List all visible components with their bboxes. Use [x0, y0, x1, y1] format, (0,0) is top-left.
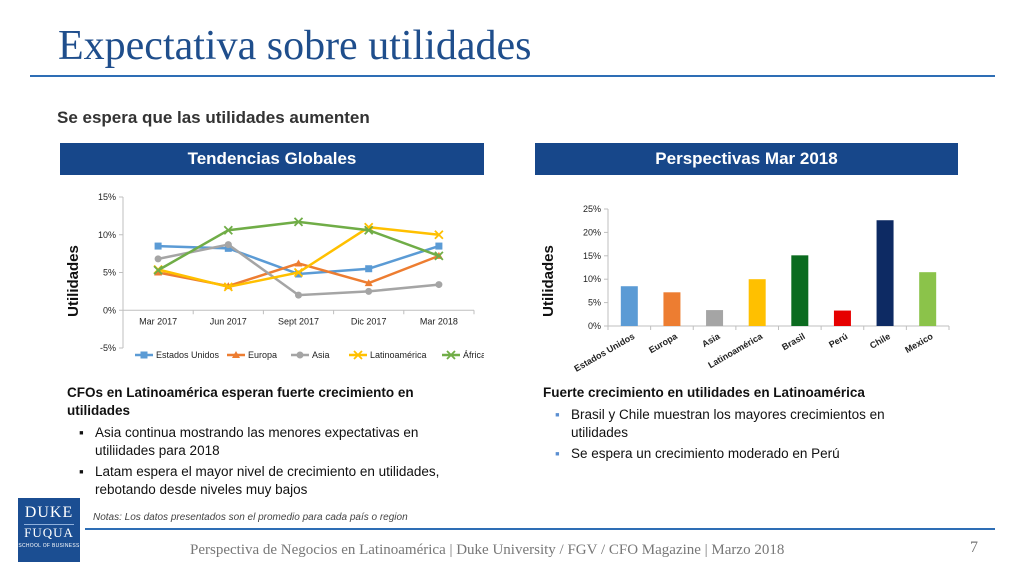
y-tick-label: 25%	[583, 204, 601, 214]
legend-label: Estados Unidos	[156, 350, 220, 360]
left-bullet: Asia continua mostrando las menores expe…	[79, 424, 467, 460]
bar	[833, 310, 851, 326]
x-tick-label: Mar 2017	[139, 316, 177, 326]
data-point	[154, 242, 162, 250]
data-point	[364, 225, 374, 235]
data-point	[223, 282, 233, 292]
bar	[748, 279, 766, 326]
y-tick-label: 10%	[583, 274, 601, 284]
x-tick-label: Dic 2017	[351, 316, 387, 326]
series-line	[157, 225, 440, 289]
x-tick-label: Sept 2017	[278, 316, 319, 326]
data-point	[295, 291, 302, 299]
y-tick-label: 10%	[98, 230, 116, 240]
right-bullet: Brasil y Chile muestran los mayores crec…	[555, 406, 943, 442]
y-tick-label: -5%	[100, 343, 116, 353]
data-point	[154, 268, 163, 276]
data-point	[154, 255, 162, 263]
left-commentary: CFOs en Latinoamérica esperan fuerte cre…	[67, 384, 467, 502]
data-point	[224, 244, 232, 252]
y-axis-label: Utilidades	[65, 245, 82, 317]
legend-label: Europa	[248, 350, 277, 360]
y-tick-label: 15%	[98, 192, 116, 202]
y-tick-label: 5%	[103, 268, 116, 278]
data-point	[293, 217, 304, 227]
bar-chart-outlook: Utilidades 25% 20% 15% 10% 5% 0%Estados Unidos…	[540, 204, 950, 374]
logo-line-fuqua: FUQUA	[24, 524, 74, 540]
x-tick-label: Europa	[647, 331, 680, 356]
bar	[791, 255, 809, 326]
legend-label: Asia	[312, 350, 330, 360]
legend-marker	[353, 350, 363, 360]
bar	[706, 310, 724, 326]
footer-text: Perspectiva de Negocios en Latinoamérica…	[190, 542, 785, 558]
legend-marker	[140, 351, 148, 359]
legend-label: África	[463, 350, 484, 360]
data-point	[364, 279, 373, 287]
x-tick-label: Jun 2017	[210, 316, 247, 326]
data-point	[434, 251, 444, 261]
right-commentary: Fuerte crecimiento en utilidades en Lati…	[543, 384, 943, 466]
data-point	[223, 225, 233, 235]
data-point	[365, 287, 373, 295]
legend-label: Latinoamérica	[370, 350, 427, 360]
data-point	[153, 265, 163, 275]
data-point	[435, 242, 443, 250]
x-tick-label: Chile	[868, 331, 892, 351]
legend-marker	[446, 350, 456, 360]
data-point	[435, 281, 443, 289]
legend-marker	[232, 351, 240, 358]
data-point	[295, 270, 302, 278]
data-point	[434, 230, 444, 240]
y-tick-label: 15%	[583, 251, 601, 261]
right-commentary-heading: Fuerte crecimiento en utilidades en Lati…	[543, 385, 865, 400]
x-tick-label: Mar 2018	[420, 316, 458, 326]
data-point	[224, 241, 232, 249]
line-chart-global-trends: Utilidades 15% 10% 5% 0% -5% Mar 2017 Jun 2017 S…	[65, 192, 484, 360]
data-point	[365, 265, 373, 273]
y-tick-label: 5%	[588, 298, 601, 308]
right-bullet: Se espera un crecimiento moderado en Per…	[555, 445, 943, 463]
data-point	[294, 259, 303, 267]
left-commentary-heading: CFOs en Latinoamérica esperan fuerte cre…	[67, 385, 414, 418]
bar	[663, 292, 681, 326]
legend-marker	[296, 351, 304, 359]
bar	[876, 220, 894, 326]
left-bullet-list: Asia continua mostrando las menores expe…	[67, 424, 467, 499]
bar	[919, 272, 937, 326]
page-number: 7	[970, 539, 978, 556]
bar	[620, 286, 638, 326]
y-tick-label: 0%	[103, 305, 116, 315]
slide-title: Expectativa sobre utilidades	[58, 23, 532, 69]
logo-line-duke: DUKE	[24, 504, 74, 521]
duke-fuqua-logo: DUKE FUQUA SCHOOL OF BUSINESS	[18, 498, 80, 562]
left-bullet: Latam espera el mayor nivel de crecimien…	[79, 463, 467, 499]
right-bullet-list: Brasil y Chile muestran los mayores crec…	[543, 406, 943, 463]
x-tick-label: Brasil	[780, 331, 807, 352]
slide-subtitle: Se espera que las utilidades aumenten	[57, 108, 370, 127]
x-tick-label: Estados Unidos	[572, 331, 636, 374]
x-tick-label: Mexico	[903, 331, 935, 355]
section-band-outlook: Perspectivas Mar 2018	[535, 143, 958, 175]
title-divider	[30, 75, 995, 77]
y-tick-label: 0%	[588, 321, 601, 331]
x-tick-label: Asia	[700, 331, 722, 350]
section-band-global-trends: Tendencias Globales	[60, 143, 484, 175]
series-line	[157, 243, 440, 297]
data-point	[293, 267, 304, 278]
notes-text: Notas: Los datos presentados son el prom…	[93, 512, 408, 523]
footer-divider	[85, 528, 995, 530]
y-tick-label: 20%	[583, 227, 601, 237]
x-tick-label: Perú	[827, 331, 849, 350]
y-axis-label: Utilidades	[540, 245, 557, 317]
logo-line-school: SCHOOL OF BUSINESS	[18, 543, 80, 549]
